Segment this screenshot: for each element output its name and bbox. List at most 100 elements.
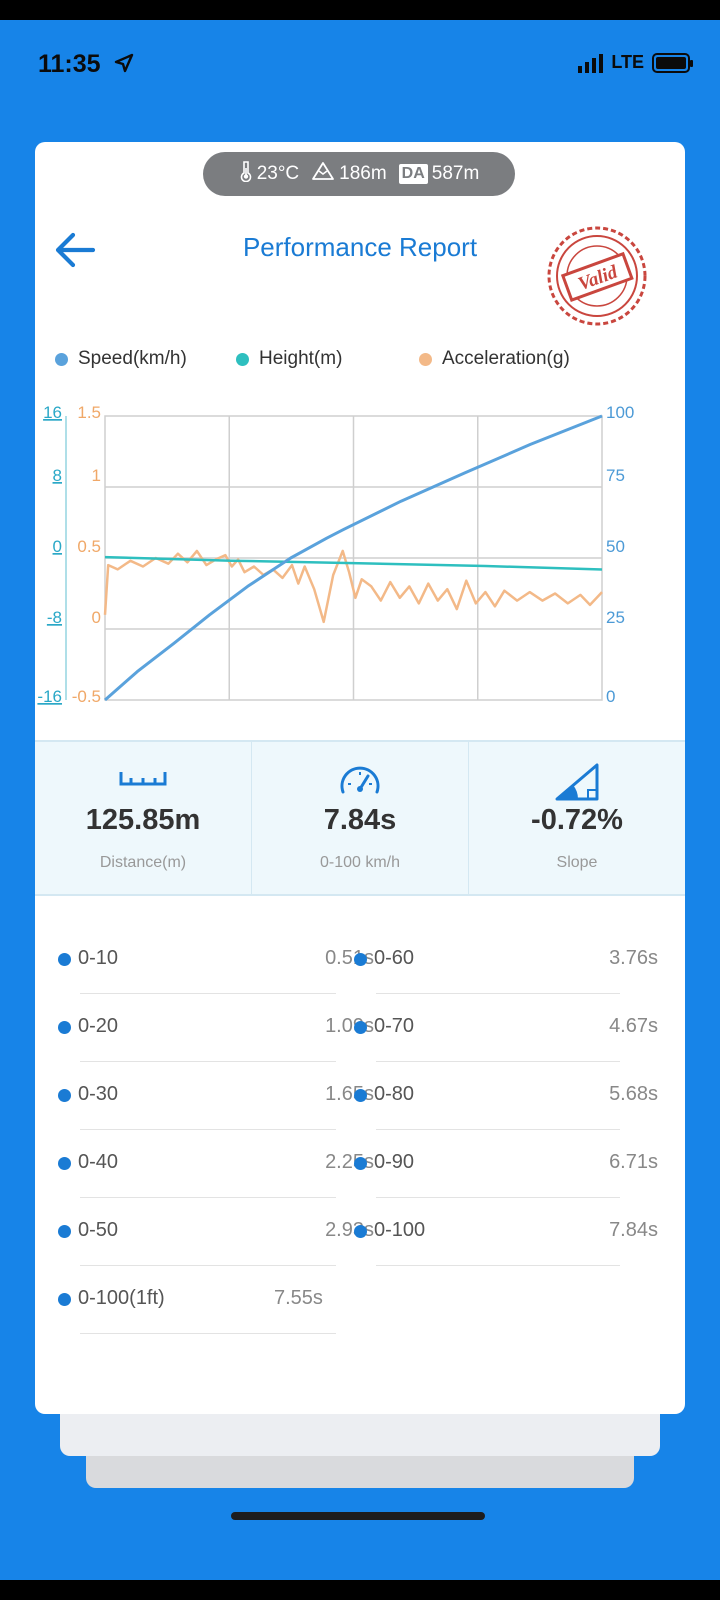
height-series-line (104, 555, 603, 571)
split-dot (58, 1293, 71, 1306)
legend-label: Acceleration(g) (442, 348, 570, 369)
speed-axis-tick-label: 100 (606, 403, 634, 422)
split-time: 6.71s (609, 1151, 658, 1173)
split-dot (354, 1157, 367, 1170)
chart-legend: Speed(km/h) Height(m) Acceleration(g) (35, 348, 685, 378)
signal-icon (578, 53, 604, 73)
temperature-text: 23°C (256, 163, 300, 184)
altitude-text: 186m (339, 163, 387, 184)
split-row: 0-10 0.51s (58, 926, 374, 994)
split-row: 0-100 7.84s (354, 1198, 658, 1266)
split-dot (354, 1225, 367, 1238)
speed-series-line (104, 414, 603, 702)
height-axis-tick-label: -16 (37, 687, 62, 706)
stat-zero-to-hundred: 7.84s 0-100 km/h (251, 742, 468, 894)
split-dot (354, 1089, 367, 1102)
split-row: 0-40 2.25s (58, 1130, 374, 1198)
density-altitude-group: DA 587m (398, 163, 480, 185)
split-range: 0-20 (78, 1015, 119, 1037)
split-row: 0-60 3.76s (354, 926, 658, 994)
split-range: 0-80 (374, 1083, 415, 1105)
split-row: 0-20 1.09s (58, 994, 374, 1062)
split-range: 0-40 (78, 1151, 119, 1173)
split-range: 0-60 (374, 947, 415, 969)
height-axis-tick-label: 16 (43, 403, 62, 422)
acceleration-axis-tick-label: 0.5 (77, 537, 101, 556)
split-range: 0-50 (78, 1219, 119, 1241)
split-dot (354, 1021, 367, 1034)
density-altitude-text: 587m (431, 163, 480, 184)
weather-pill: 23°C 186m DA 587m (203, 152, 515, 196)
legend-dot (55, 352, 68, 366)
legend-item-acceleration: Acceleration(g) (419, 348, 570, 370)
split-range: 0-100 (374, 1219, 426, 1241)
split-row: 0-90 6.71s (354, 1130, 658, 1198)
split-range: 0-70 (374, 1015, 415, 1037)
back-arrow-icon (55, 232, 96, 268)
split-dot (58, 1157, 71, 1170)
speedometer-icon (338, 762, 382, 801)
status-icons: LTE (578, 52, 693, 73)
split-row: 0-70 4.67s (354, 994, 658, 1062)
split-time: 5.68s (609, 1083, 658, 1105)
acceleration-series-line (103, 549, 603, 624)
summary-stats: 125.85m Distance(m) 7.84s 0-100 km/h -0.… (35, 740, 685, 896)
split-row: 0-80 5.68s (354, 1062, 658, 1130)
split-range: 0-10 (78, 947, 119, 969)
acceleration-axis-tick-label: 1.5 (77, 403, 101, 422)
speed-axis-tick-label: 75 (606, 466, 625, 485)
split-dot (354, 953, 367, 966)
slope-label: Slope (556, 854, 598, 871)
distance-value: 125.85m (85, 804, 201, 836)
split-row: 0-100(1ft) 7.55s (58, 1266, 336, 1334)
stat-distance: 125.85m Distance(m) (35, 742, 251, 894)
legend-dot (236, 352, 249, 366)
split-row: 0-30 1.65s (58, 1062, 374, 1130)
battery-icon (652, 52, 693, 73)
slope-value: -0.72% (531, 804, 623, 836)
altitude-group: 186m (311, 161, 387, 187)
legend-item-speed: Speed(km/h) (55, 348, 187, 370)
acceleration-axis-tick-label: 1 (92, 466, 101, 485)
split-dot (58, 1225, 71, 1238)
mountain-icon (311, 161, 335, 187)
height-axis-tick-label: 0 (53, 537, 62, 556)
network-type: LTE (611, 52, 644, 72)
split-time: 7.55s (274, 1287, 323, 1309)
thermometer-icon (239, 160, 253, 188)
legend-item-height: Height(m) (236, 348, 342, 370)
ruler-icon (118, 762, 168, 797)
split-range: 0-30 (78, 1083, 119, 1105)
legend-label: Speed(km/h) (78, 348, 187, 369)
speed-axis-tick-label: 50 (606, 537, 625, 556)
temperature-group: 23°C (239, 160, 299, 188)
split-time: 4.67s (609, 1015, 658, 1037)
valid-stamp-icon: Valid (543, 222, 651, 330)
zero-to-hundred-value: 7.84s (323, 804, 397, 836)
split-dot (58, 953, 71, 966)
height-axis-tick-label: 8 (53, 466, 62, 485)
speed-axis-tick-label: 25 (606, 608, 625, 627)
performance-report-card: 23°C 186m DA 587m Performance Report (35, 142, 685, 1414)
split-dot (58, 1021, 71, 1034)
distance-label: Distance(m) (99, 854, 187, 871)
app-screen: 11:35 LTE 23°C 186m (0, 20, 720, 1580)
back-button[interactable] (51, 228, 99, 272)
split-row: 0-50 2.93s (58, 1198, 374, 1266)
da-badge: DA (398, 164, 428, 184)
stat-slope: -0.72% Slope (468, 742, 685, 894)
performance-chart: 16 8 0 -8 -16 1.5 1 0.5 0 -0.5 100 75 50 25 0 (37, 403, 634, 706)
home-indicator[interactable] (231, 1512, 485, 1520)
location-arrow-icon (114, 51, 134, 80)
speed-axis-tick-label: 0 (606, 687, 615, 706)
split-dot (58, 1089, 71, 1102)
acceleration-axis-tick-label: -0.5 (72, 687, 101, 706)
page-title: Performance Report (242, 232, 478, 262)
split-range: 0-100(1ft) (78, 1287, 165, 1309)
clock-text: 11:35 (38, 50, 101, 78)
acceleration-axis-tick-label: 0 (92, 608, 101, 627)
slope-icon (554, 762, 600, 807)
split-time: 3.76s (609, 947, 658, 969)
split-time: 7.84s (609, 1219, 658, 1241)
status-time: 11:35 (38, 50, 134, 80)
